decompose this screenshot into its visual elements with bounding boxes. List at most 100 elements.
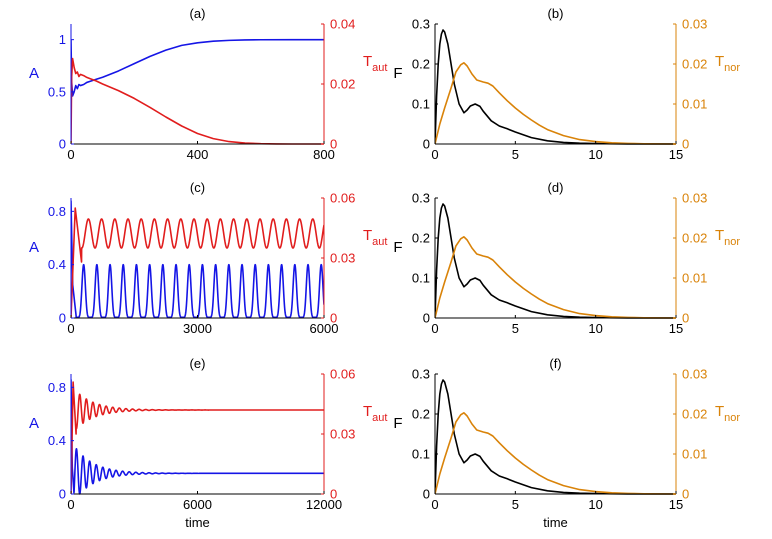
x-tick-label: 6000 — [310, 321, 339, 336]
x-tick-label: 12000 — [306, 497, 342, 512]
x-tick-label: 10 — [588, 147, 602, 162]
y-right-tick-label: 0.06 — [330, 191, 355, 206]
x-tick-label: 6000 — [183, 497, 212, 512]
x-tick-label: 15 — [669, 147, 683, 162]
x-tick-label: 800 — [313, 147, 335, 162]
x-tick-label: 0 — [431, 147, 438, 162]
y-left-tick-label: 0.1 — [412, 271, 430, 286]
y-right-tick-label: 0 — [682, 137, 689, 152]
y-left-tick-label: 0.3 — [412, 191, 430, 206]
y-right-label-sub: aut — [372, 412, 387, 424]
y-right-tick-label: 0.01 — [682, 271, 707, 286]
y-left-label: F — [393, 415, 402, 432]
y-right-label: Taut — [363, 403, 387, 424]
y-left-label: A — [29, 65, 39, 82]
y-right-tick-label: 0 — [330, 137, 337, 152]
panel-title: (a) — [190, 6, 206, 21]
y-left-tick-label: 0 — [423, 137, 430, 152]
panel-title: (f) — [549, 356, 561, 371]
y-right-tick-label: 0 — [330, 311, 337, 326]
y-right-tick-label: 0.02 — [682, 407, 707, 422]
y-right-label: Tnor — [715, 227, 740, 248]
y-right-tick-label: 0.03 — [330, 251, 355, 266]
y-right-label-base: T — [715, 227, 724, 244]
y-right-label-sub: aut — [372, 62, 387, 74]
y-left-tick-label: 0 — [59, 487, 66, 502]
y-left-tick-label: 0.8 — [48, 204, 66, 219]
x-axis-label: time — [543, 515, 568, 530]
x-tick-label: 0 — [67, 321, 74, 336]
series-line-f — [435, 29, 676, 145]
x-tick-label: 5 — [512, 497, 519, 512]
y-right-tick-label: 0.02 — [682, 57, 707, 72]
x-tick-label: 3000 — [183, 321, 212, 336]
y-right-label: Tnor — [715, 53, 740, 74]
panel-title: (b) — [548, 6, 564, 21]
y-left-label: A — [29, 415, 39, 432]
y-left-label: F — [393, 65, 402, 82]
y-right-label: Tnor — [715, 403, 740, 424]
x-tick-label: 15 — [669, 497, 683, 512]
y-right-tick-label: 0.03 — [682, 367, 707, 382]
y-right-tick-label: 0.06 — [330, 367, 355, 382]
y-left-tick-label: 0 — [59, 137, 66, 152]
x-tick-label: 10 — [588, 497, 602, 512]
series-line-t-nor — [435, 62, 676, 145]
y-right-label-base: T — [363, 403, 372, 420]
y-right-label-sub: nor — [724, 236, 740, 248]
x-tick-label: 5 — [512, 321, 519, 336]
x-tick-label: 15 — [669, 321, 683, 336]
x-tick-label: 400 — [187, 147, 209, 162]
series-line-f — [435, 379, 676, 495]
y-left-label: A — [29, 239, 39, 256]
x-tick-label: 5 — [512, 147, 519, 162]
panel-f: 0 5 10 1500.10.20.300.010.020.03(f)FTnortim… — [393, 356, 740, 530]
series-line-t-nor — [435, 236, 676, 319]
y-right-tick-label: 0.03 — [330, 427, 355, 442]
y-right-label-sub: nor — [724, 62, 740, 74]
series-line-t-nor — [435, 412, 676, 495]
y-right-label-base: T — [363, 53, 372, 70]
y-left-tick-label: 0.3 — [412, 17, 430, 32]
y-left-tick-label: 0.2 — [412, 231, 430, 246]
y-right-label: Taut — [363, 53, 387, 74]
y-right-label-base: T — [715, 403, 724, 420]
y-right-tick-label: 0.03 — [682, 17, 707, 32]
y-right-tick-label: 0.02 — [330, 77, 355, 92]
y-left-tick-label: 1 — [59, 32, 66, 47]
y-right-tick-label: 0 — [330, 487, 337, 502]
panel-title: (c) — [190, 180, 205, 195]
y-left-tick-label: 0 — [423, 311, 430, 326]
y-left-tick-label: 0.2 — [412, 57, 430, 72]
y-left-tick-label: 0.1 — [412, 97, 430, 112]
y-right-tick-label: 0.01 — [682, 447, 707, 462]
x-axis-label: time — [185, 515, 210, 530]
y-left-tick-label: 0.4 — [48, 433, 66, 448]
y-right-label-sub: aut — [372, 236, 387, 248]
series-line-a — [71, 200, 324, 319]
x-tick-label: 10 — [588, 321, 602, 336]
y-right-tick-label: 0.02 — [682, 231, 707, 246]
x-tick-label: 0 — [431, 497, 438, 512]
y-left-tick-label: 0.5 — [48, 84, 66, 99]
series-line-t-aut — [71, 381, 324, 495]
x-tick-label: 0 — [67, 497, 74, 512]
y-right-label: Taut — [363, 227, 387, 248]
y-left-tick-label: 0 — [423, 487, 430, 502]
y-right-label-sub: nor — [724, 412, 740, 424]
y-right-tick-label: 0.01 — [682, 97, 707, 112]
y-right-label-base: T — [363, 227, 372, 244]
series-line-t-aut — [71, 57, 324, 145]
y-right-tick-label: 0.04 — [330, 17, 355, 32]
y-left-tick-label: 0.4 — [48, 257, 66, 272]
y-right-tick-label: 0 — [682, 311, 689, 326]
y-left-tick-label: 0.8 — [48, 380, 66, 395]
x-tick-label: 0 — [67, 147, 74, 162]
y-right-label-base: T — [715, 53, 724, 70]
